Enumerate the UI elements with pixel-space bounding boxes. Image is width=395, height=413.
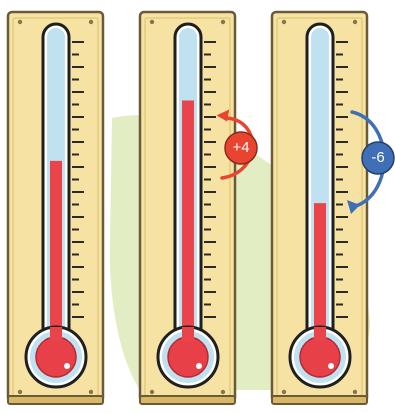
nail-2c xyxy=(149,389,155,395)
thermometer-tube-3 xyxy=(288,22,352,389)
bulb-mercury xyxy=(35,336,77,378)
bulb-neck xyxy=(182,327,194,341)
thermometer-tube-1 xyxy=(24,22,88,389)
increase-arrow xyxy=(216,109,258,180)
bulb-mercury xyxy=(167,336,209,378)
increase-label: +4 xyxy=(232,139,250,156)
thermometer-tube-2 xyxy=(156,22,220,389)
scale-ticks xyxy=(336,41,348,318)
decrease-label: -6 xyxy=(371,149,385,166)
bulb-neck xyxy=(50,327,62,341)
nail-1a xyxy=(17,19,23,25)
nail-1b xyxy=(88,19,94,25)
mercury-column xyxy=(314,203,326,342)
mercury-column xyxy=(182,100,194,342)
scale-ticks xyxy=(72,41,84,318)
nail-3a xyxy=(281,19,287,25)
bulb-highlight xyxy=(196,363,202,369)
mercury-column xyxy=(50,160,62,342)
nail-2b xyxy=(220,19,226,25)
nail-3b xyxy=(352,19,358,25)
increase-badge xyxy=(224,131,258,165)
scale-ticks xyxy=(204,41,216,318)
bulb-neck xyxy=(314,327,326,341)
nail-2a xyxy=(149,19,155,25)
nail-1d xyxy=(88,389,94,395)
bulb-mercury xyxy=(299,336,341,378)
nail-2d xyxy=(220,389,226,395)
decrease-badge xyxy=(361,141,395,175)
nail-3c xyxy=(281,389,287,395)
nail-1c xyxy=(17,389,23,395)
decrease-arrow xyxy=(347,110,395,214)
bulb-highlight xyxy=(328,363,334,369)
bulb-highlight xyxy=(64,363,70,369)
nail-3d xyxy=(352,389,358,395)
